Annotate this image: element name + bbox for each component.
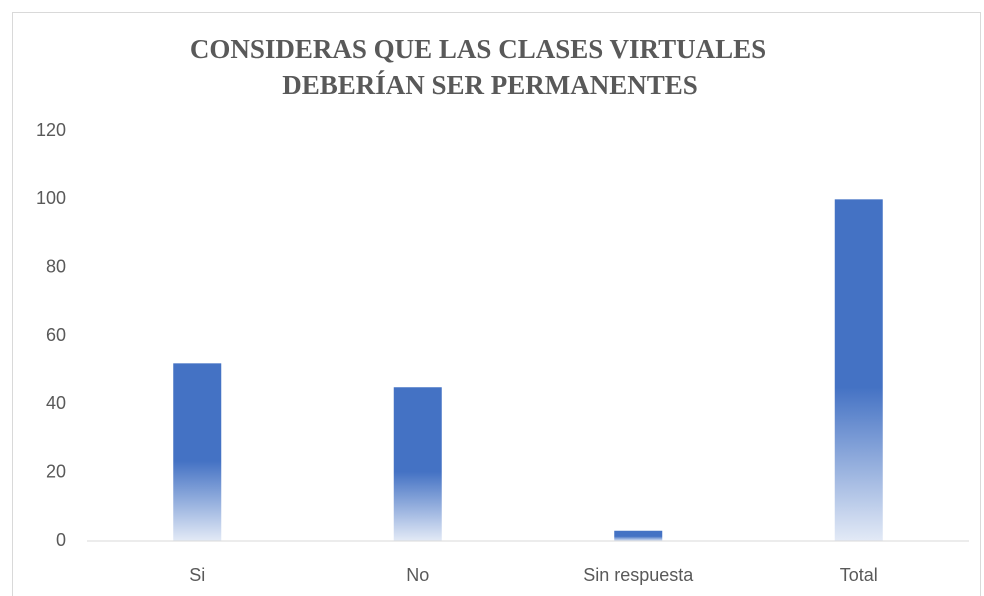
y-tick-label: 20 <box>46 461 66 481</box>
y-tick-label: 0 <box>56 530 66 550</box>
x-tick-label: Sin respuesta <box>583 565 694 585</box>
bar <box>393 387 442 541</box>
y-tick-label: 40 <box>46 393 66 413</box>
chart-title: DEBERÍAN SER PERMANENTES <box>282 70 698 100</box>
bar <box>834 199 883 542</box>
y-tick-label: 80 <box>46 256 66 276</box>
chart-title: CONSIDERAS QUE LAS CLASES VIRTUALES <box>190 34 766 64</box>
x-tick-label: Si <box>189 565 205 585</box>
bar <box>173 363 222 541</box>
y-tick-label: 100 <box>36 188 66 208</box>
x-tick-label: Total <box>840 565 878 585</box>
y-tick-label: 120 <box>36 120 66 140</box>
x-tick-label: No <box>406 565 429 585</box>
y-tick-label: 60 <box>46 325 66 345</box>
bar <box>614 530 663 541</box>
